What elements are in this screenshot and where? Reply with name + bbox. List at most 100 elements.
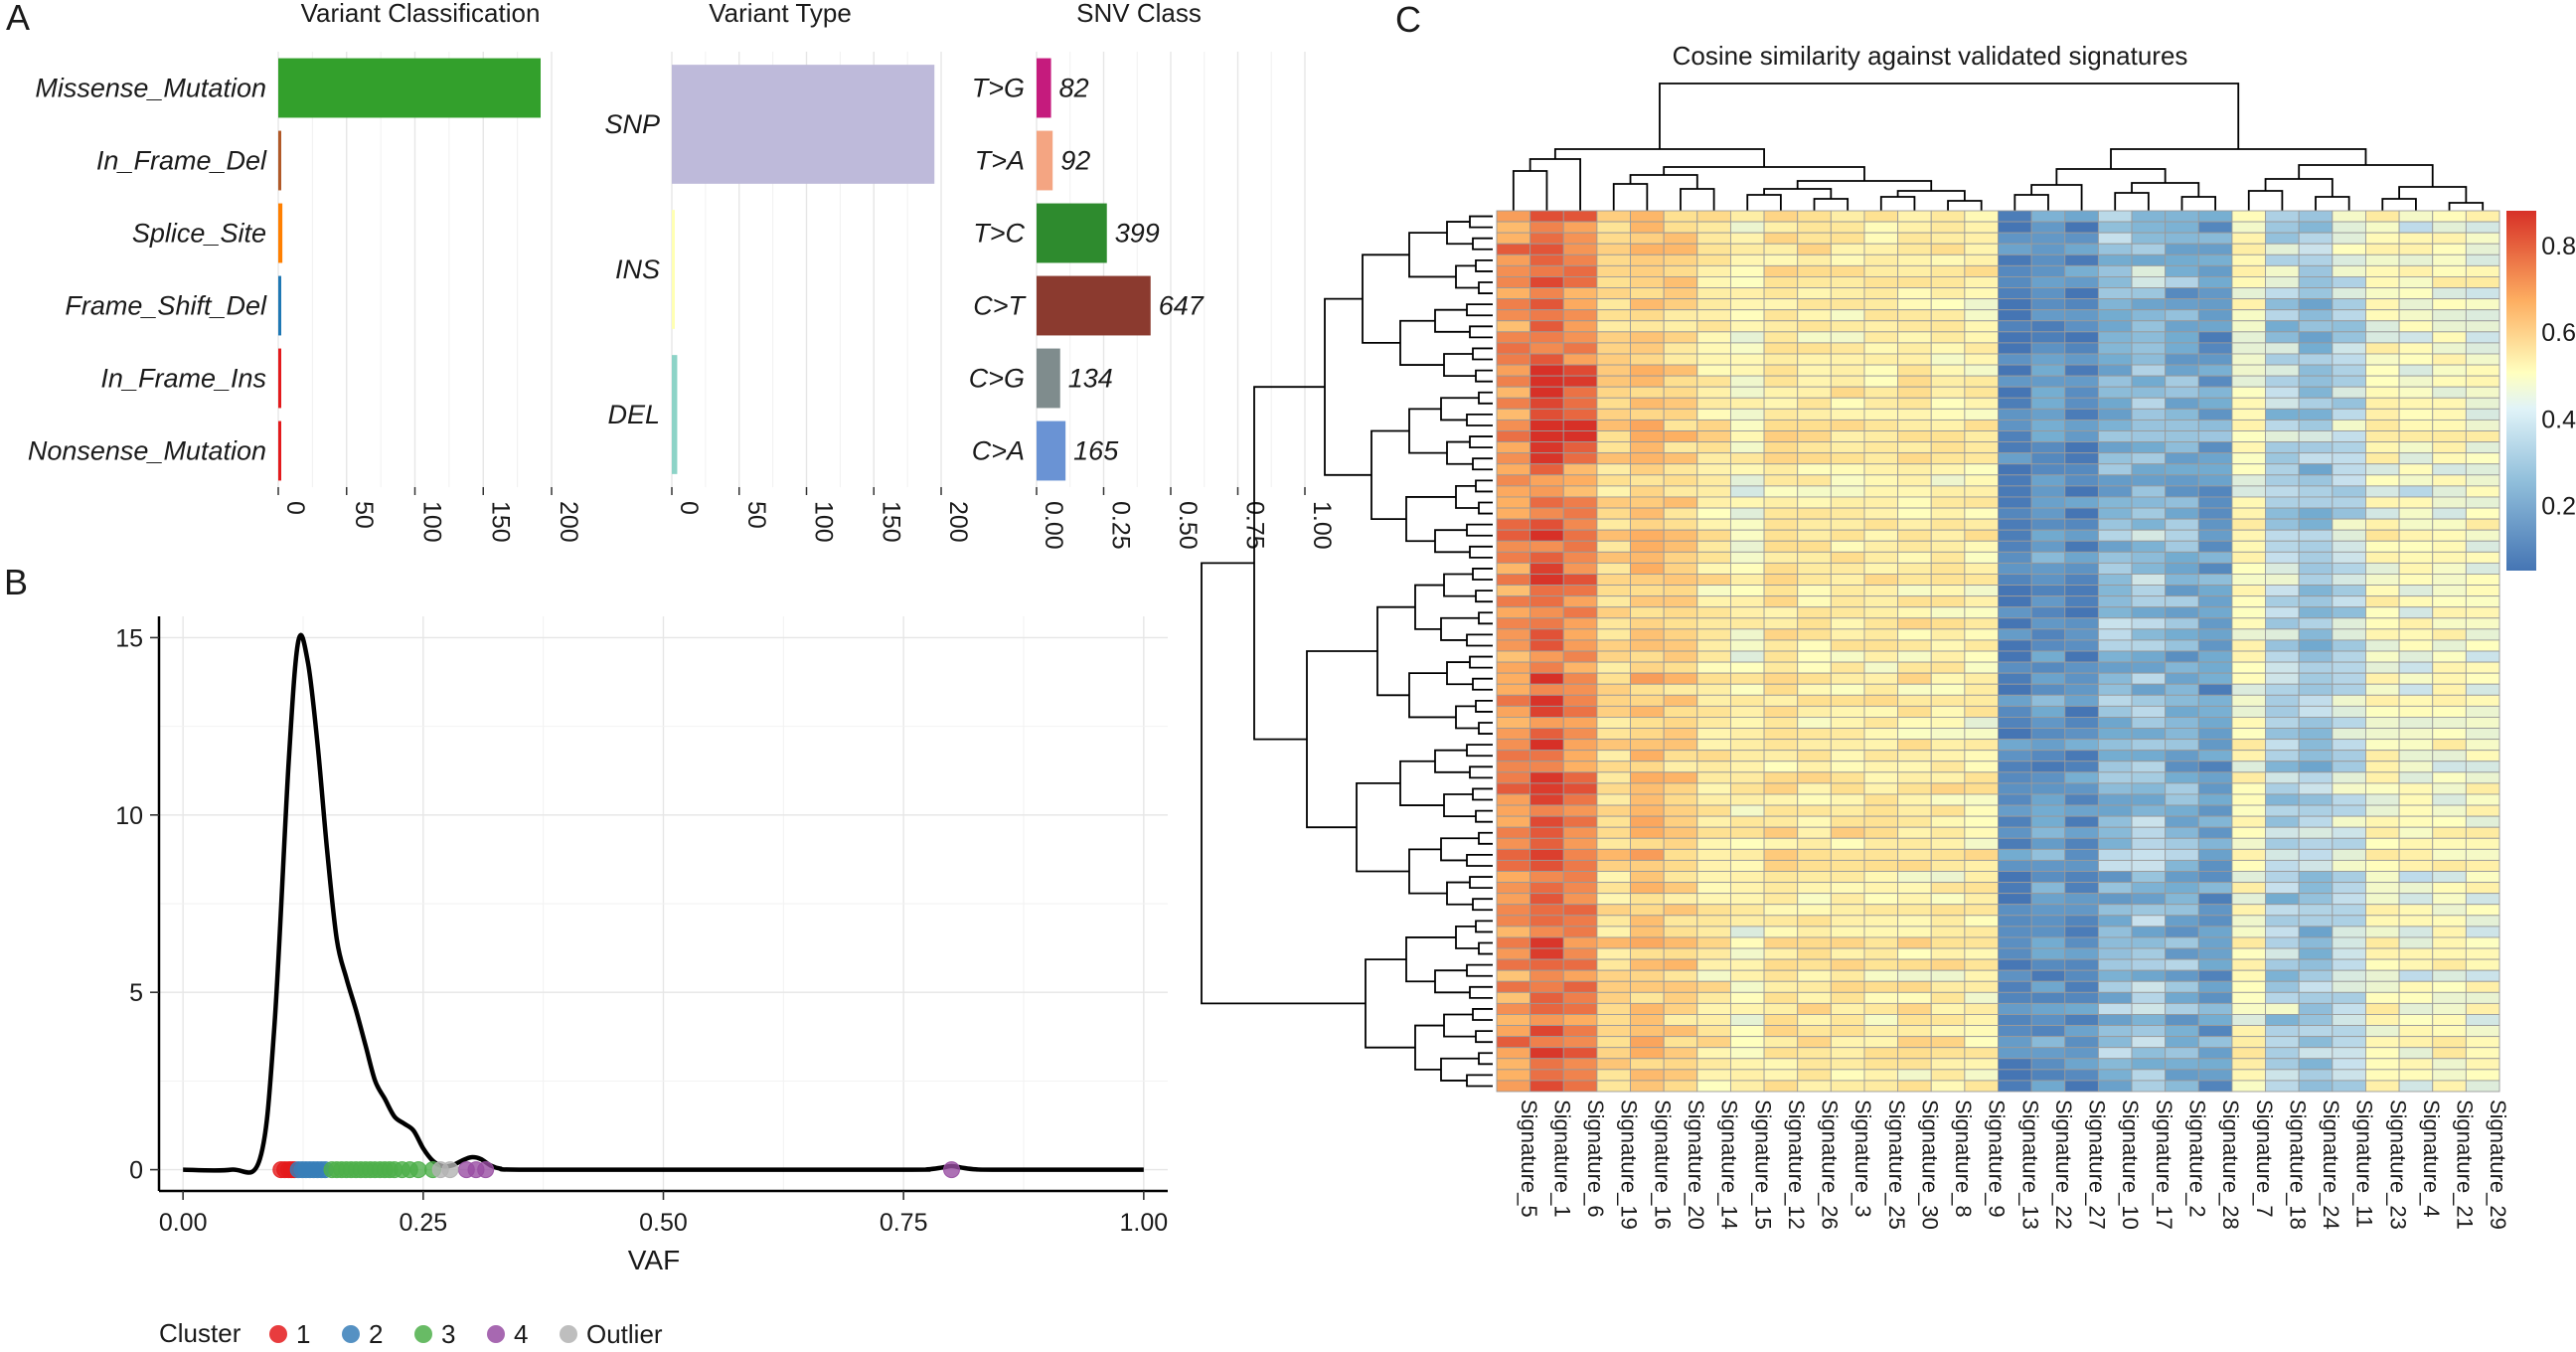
- heatmap-cell: [2465, 1002, 2500, 1015]
- heatmap-cell: [2332, 969, 2366, 982]
- heatmap-cell: [2097, 804, 2133, 817]
- heatmap-cell: [2432, 1069, 2467, 1082]
- heatmap-cell: [1830, 309, 1865, 322]
- heatmap-cell: [1863, 243, 1899, 255]
- heatmap-cell: [1797, 529, 1832, 542]
- heatmap-cell: [1630, 397, 1665, 410]
- heatmap-cell: [1763, 221, 1799, 234]
- heatmap-cell: [2365, 397, 2400, 410]
- heatmap-cell: [1696, 485, 1731, 498]
- heatmap-cell: [1797, 276, 1832, 288]
- heatmap-cell: [2465, 364, 2500, 377]
- snv-class-bars: [1037, 58, 1151, 481]
- vaf-density-grid: [159, 616, 1168, 1191]
- heatmap-cell: [2131, 408, 2167, 421]
- heatmap-cell: [1998, 739, 2032, 752]
- heatmap-cell: [1797, 221, 1832, 234]
- heatmap-cell: [1496, 441, 1531, 454]
- heatmap-cell: [2064, 947, 2099, 960]
- heatmap-cell: [1930, 683, 1966, 696]
- vaf-point: [477, 1161, 495, 1179]
- heatmap-cell: [1496, 595, 1531, 608]
- heatmap-cell: [1797, 804, 1832, 817]
- heatmap-cell: [1797, 947, 1832, 960]
- heatmap-cell: [1530, 518, 1564, 531]
- dendrogram-link: [1472, 457, 1493, 471]
- heatmap-cell: [2398, 1025, 2434, 1038]
- dendrogram-link: [1408, 672, 1456, 719]
- heatmap-cell: [1863, 804, 1899, 817]
- heatmap-cell: [1663, 782, 1698, 795]
- heatmap-cell: [2231, 574, 2267, 586]
- heatmap-cell: [2298, 1058, 2334, 1071]
- heatmap-cell: [1663, 243, 1698, 255]
- heatmap-cell: [2030, 342, 2066, 355]
- heatmap-cell: [2097, 1069, 2133, 1082]
- heatmap-cell: [2131, 871, 2167, 884]
- heatmap-cell: [1630, 1080, 1665, 1093]
- heatmap-cell: [2030, 893, 2066, 906]
- heatmap-cell: [2298, 936, 2334, 949]
- heatmap-cell: [2231, 871, 2267, 884]
- heatmap-cell: [1998, 331, 2032, 344]
- bar: [278, 203, 283, 263]
- heatmap-cell: [1696, 750, 1731, 762]
- heatmap-cell: [1562, 264, 1598, 277]
- heatmap-cell: [1663, 309, 1698, 322]
- heatmap-cell: [2030, 474, 2066, 487]
- heatmap-cell: [2131, 397, 2167, 410]
- heatmap-cell: [1998, 771, 2032, 784]
- heatmap-cell: [1630, 276, 1665, 288]
- heatmap-cell: [1729, 672, 1765, 685]
- heatmap-cell: [1663, 485, 1698, 498]
- heatmap-cell: [2298, 705, 2334, 718]
- heatmap-cell: [2298, 375, 2334, 388]
- heatmap-cell: [2197, 915, 2233, 928]
- heatmap-cell: [1930, 926, 1966, 938]
- heatmap-cell: [2432, 507, 2467, 520]
- heatmap-cell: [2265, 287, 2300, 300]
- heatmap-cell: [2332, 397, 2366, 410]
- heatmap-cell: [2432, 342, 2467, 355]
- heatmap-cell: [1562, 926, 1598, 938]
- heatmap-cell: [1596, 760, 1631, 773]
- colorbar-tick-label: 0.2: [2541, 493, 2576, 521]
- dendrogram-link: [2114, 192, 2150, 211]
- heatmap-cell: [2064, 739, 2099, 752]
- heatmap-cell: [1630, 485, 1665, 498]
- variant-type-ticks: 0 50 100 150 200: [671, 487, 972, 543]
- heatmap-cell: [2298, 793, 2334, 806]
- heatmap-cell: [1630, 518, 1665, 531]
- heatmap-cell: [2298, 232, 2334, 245]
- heatmap-cell: [1729, 683, 1765, 696]
- heatmap-cell: [2265, 750, 2300, 762]
- dendrogram-link: [1469, 215, 1493, 229]
- heatmap-cell: [1562, 463, 1598, 476]
- heatmap-cell: [1897, 430, 1932, 443]
- dendrogram-link: [1475, 1030, 1493, 1044]
- heatmap-cell: [1998, 474, 2032, 487]
- heatmap-cell: [1663, 936, 1698, 949]
- heatmap-cell: [1763, 893, 1799, 906]
- heatmap-cell: [2265, 353, 2300, 366]
- heatmap-cell: [2030, 728, 2066, 741]
- heatmap-cell: [1998, 1047, 2032, 1060]
- heatmap-cell: [2298, 661, 2334, 674]
- heatmap-cell: [2365, 1025, 2400, 1038]
- heatmap-cell: [2131, 958, 2167, 971]
- heatmap-cell: [1763, 485, 1799, 498]
- heatmap-cell: [2432, 474, 2467, 487]
- heatmap-cell: [1630, 650, 1665, 663]
- heatmap-cell: [1530, 254, 1564, 266]
- heatmap-cell: [2197, 728, 2233, 741]
- heatmap-cell: [2298, 276, 2334, 288]
- heatmap-cell: [2265, 1036, 2300, 1049]
- heatmap-cell: [1496, 893, 1531, 906]
- heatmap-cell: [2197, 210, 2233, 223]
- heatmap-cell: [1930, 728, 1966, 741]
- dendrogram-link: [1469, 765, 1493, 779]
- heatmap-cell: [1897, 375, 1932, 388]
- heatmap-cell: [1496, 639, 1531, 652]
- heatmap-cell: [1763, 739, 1799, 752]
- heatmap-cell: [1530, 264, 1564, 277]
